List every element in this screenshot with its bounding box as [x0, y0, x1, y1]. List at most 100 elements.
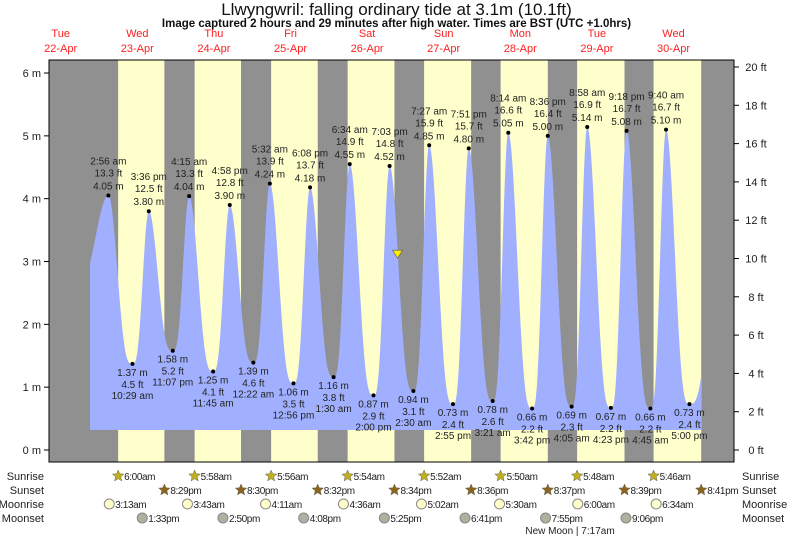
low-tide-time: 4:45 am — [632, 436, 668, 447]
y-tick-label-right: 6 ft — [748, 330, 763, 342]
low-tide-point — [490, 398, 495, 403]
low-tide-point — [451, 402, 456, 407]
day-label: Sun — [434, 28, 454, 40]
sunrise-row-label-right: Sunrise — [742, 471, 779, 483]
low-tide-point — [251, 360, 256, 365]
y-tick-label-left: 1 m — [23, 382, 41, 394]
sunrise-star-icon — [417, 469, 431, 482]
sunset-time: 8:36pm — [477, 486, 508, 497]
moonrise-icon — [260, 498, 272, 510]
low-tide-metres: 1.16 m — [318, 381, 349, 392]
low-tide-time: 3:21 am — [475, 428, 511, 439]
date-label: 23-Apr — [121, 43, 154, 55]
high-tide-feet: 15.9 ft — [415, 118, 443, 129]
low-tide-metres: 0.67 m — [596, 412, 627, 423]
day-label: Wed — [662, 28, 684, 40]
y-tick-label-left: 5 m — [23, 131, 41, 143]
low-tide-feet: 5.2 ft — [162, 367, 184, 378]
sunrise-time: 5:52am — [430, 472, 461, 483]
high-tide-point — [624, 128, 629, 133]
low-tide-metres: 0.69 m — [556, 411, 587, 422]
sunrise-time: 5:56am — [277, 472, 308, 483]
high-tide-metres: 4.04 m — [174, 182, 205, 193]
high-tide-time: 7:03 pm — [372, 127, 408, 138]
low-tide-feet: 4.1 ft — [202, 387, 224, 398]
sunset-row-label-right: Sunset — [742, 485, 776, 497]
high-tide-feet: 16.7 ft — [652, 103, 680, 114]
sunrise-row-label: Sunrise — [7, 471, 44, 483]
low-tide-metres: 1.06 m — [278, 387, 309, 398]
high-tide-feet: 13.3 ft — [175, 169, 203, 180]
moonrise-icon — [572, 498, 584, 510]
high-tide-time: 4:15 am — [171, 157, 207, 168]
moonset-time: 2:50pm — [229, 514, 260, 525]
high-tide-feet: 16.4 ft — [534, 109, 562, 120]
high-tide-metres: 4.05 m — [93, 182, 124, 193]
day-label: Thu — [204, 28, 223, 40]
high-tide-time: 8:58 am — [569, 88, 605, 99]
day-label: Wed — [126, 28, 148, 40]
high-tide-time: 7:51 pm — [451, 109, 487, 120]
low-tide-metres: 0.66 m — [517, 413, 548, 424]
low-tide-feet: 4.6 ft — [242, 379, 264, 390]
sunset-time: 8:29pm — [170, 486, 201, 497]
high-tide-point — [187, 194, 192, 199]
high-tide-feet: 13.9 ft — [256, 157, 284, 168]
moonrise-icon — [494, 498, 506, 510]
sunset-time: 8:34pm — [400, 486, 431, 497]
high-tide-time: 8:36 pm — [530, 97, 566, 108]
chart-title: Llwyngwril: falling ordinary tide at 3.1… — [221, 0, 572, 19]
plot-frame — [48, 59, 735, 463]
high-tide-point — [267, 181, 272, 186]
moonrise-row-label: Moonrise — [0, 499, 44, 511]
sunrise-star-icon — [570, 469, 584, 482]
high-tide-feet: 16.9 ft — [573, 100, 601, 111]
low-tide-point — [170, 348, 175, 353]
moonrise-icon — [337, 498, 349, 510]
y-tick-label-right: 12 ft — [745, 215, 766, 227]
current-level-marker — [391, 249, 404, 259]
low-tide-time: 10:29 am — [112, 391, 154, 402]
low-tide-time: 4:23 pm — [593, 435, 629, 446]
moonset-icon — [298, 512, 310, 524]
low-tide-point — [648, 406, 653, 411]
high-tide-feet: 13.7 ft — [296, 160, 324, 171]
y-tick-label-right: 4 ft — [748, 368, 763, 380]
moonrise-time: 4:36am — [349, 500, 380, 511]
moonset-icon — [459, 512, 471, 524]
low-tide-time: 12:22 am — [233, 390, 275, 401]
high-tide-time: 3:36 pm — [131, 172, 167, 183]
high-tide-point — [347, 162, 352, 167]
low-tide-point — [569, 404, 574, 409]
moonrise-time: 6:00am — [584, 500, 615, 511]
y-tick-label-right: 8 ft — [748, 292, 763, 304]
low-tide-point — [130, 361, 135, 366]
moonset-time: 7:55pm — [552, 514, 583, 525]
high-tide-point — [146, 209, 151, 214]
moon-phase-label: New Moon | 7:17am — [525, 526, 614, 537]
high-tide-point — [308, 185, 313, 190]
low-tide-feet: 3.5 ft — [282, 399, 304, 410]
chart-subtitle: Image captured 2 hours and 29 minutes af… — [161, 18, 632, 30]
date-label: 29-Apr — [580, 43, 613, 55]
sunset-time: 8:37pm — [554, 486, 585, 497]
high-tide-metres: 4.24 m — [255, 170, 286, 181]
moonrise-icon — [181, 498, 193, 510]
low-tide-point — [371, 393, 376, 398]
y-tick-label-right: 2 ft — [748, 407, 763, 419]
high-tide-time: 5:32 am — [252, 145, 288, 156]
moonset-icon — [136, 512, 148, 524]
high-tide-time: 2:56 am — [90, 157, 126, 168]
moonset-time: 4:08pm — [310, 514, 341, 525]
y-tick-label-left: 6 m — [23, 68, 41, 80]
date-label: 30-Apr — [657, 43, 690, 55]
high-tide-metres: 5.08 m — [611, 117, 642, 128]
low-tide-feet: 2.2 ft — [521, 425, 543, 436]
moonrise-time: 5:30am — [506, 500, 537, 511]
date-label: 24-Apr — [197, 43, 230, 55]
moonrise-time: 4:11am — [272, 500, 302, 511]
sunset-star-icon — [158, 483, 171, 496]
high-tide-feet: 14.8 ft — [376, 139, 404, 150]
